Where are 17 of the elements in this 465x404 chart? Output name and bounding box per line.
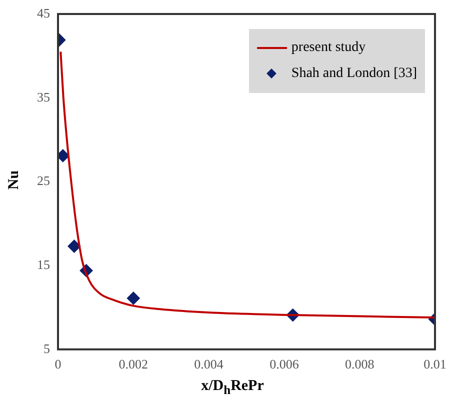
y-axis-title: Nu [5, 169, 23, 192]
y-tick-label: 5 [44, 340, 50, 356]
y-tick-label: 45 [37, 5, 50, 20]
point [68, 240, 81, 253]
legend-label: Shah and London [33] [291, 66, 417, 82]
x-tick-label: 0 [54, 356, 62, 372]
x-tick-label: 0.006 [270, 356, 300, 372]
x-tick-label: 0.002 [118, 356, 148, 372]
x-tick-label: 0.008 [344, 356, 374, 372]
x-tick-label: 0.004 [194, 356, 224, 372]
y-tick-label: 25 [37, 173, 50, 188]
point [126, 292, 140, 305]
y-tick-label: 15 [37, 256, 50, 272]
y-tick-label: 35 [37, 89, 50, 104]
x-tick-label: 0.01 [424, 356, 446, 372]
x-axis-title: x/D$_{h}$RePr [200, 378, 265, 398]
legend-label: present study [291, 40, 366, 56]
